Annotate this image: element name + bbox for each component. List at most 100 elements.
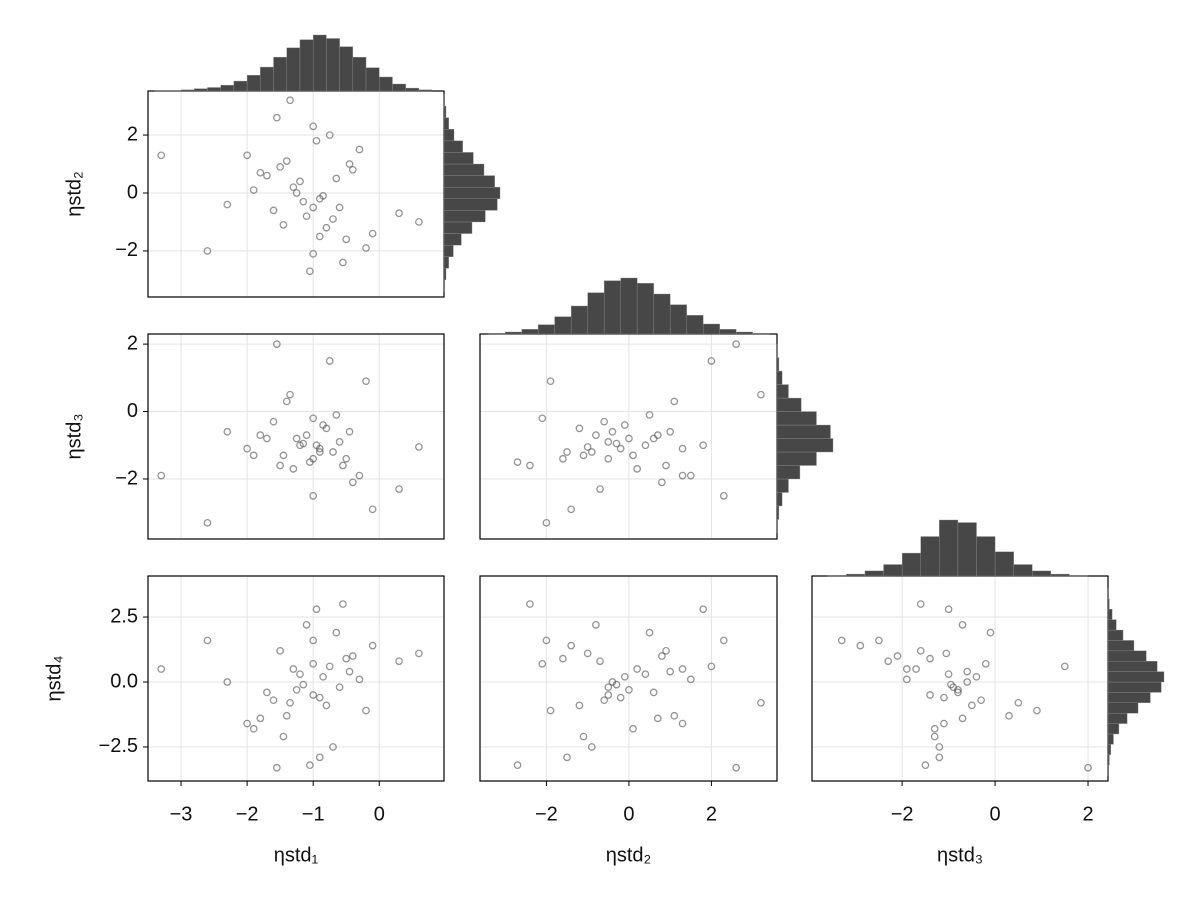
histogram-bar <box>443 94 445 107</box>
scatter-point <box>567 505 576 514</box>
histogram-bar <box>1107 744 1111 755</box>
scatter-point <box>368 505 377 514</box>
scatter-point <box>249 724 258 733</box>
scatter-point <box>342 235 351 244</box>
scatter-point <box>1060 662 1069 671</box>
scatter-point <box>958 714 967 723</box>
scatter-point <box>629 451 637 460</box>
histogram-bar <box>443 279 445 292</box>
histogram-bar <box>864 570 884 577</box>
histogram-bar <box>443 210 486 223</box>
scatter-point <box>309 659 318 668</box>
scatter-point <box>342 654 351 663</box>
scatter-point <box>263 171 271 180</box>
histogram-bar <box>776 357 780 372</box>
histogram-bar <box>339 46 354 92</box>
scatter-point <box>596 485 604 493</box>
scatter-point <box>625 685 633 694</box>
histogram-bar <box>1107 640 1135 652</box>
histogram-bar <box>488 333 506 335</box>
scatter-point <box>325 662 334 671</box>
histogram-bar <box>1107 764 1109 776</box>
scatter-point <box>538 414 547 423</box>
histogram-bar <box>326 38 340 92</box>
y-tick-label: −2.5 <box>99 735 138 757</box>
scatter-point <box>921 761 930 770</box>
scatter-point <box>658 652 666 660</box>
scatter-point <box>309 249 318 258</box>
scatter-point <box>309 636 318 645</box>
scatter-point <box>719 636 728 645</box>
scatter-point <box>292 189 301 197</box>
scatter-point <box>286 390 294 399</box>
histogram-bar <box>939 519 959 577</box>
x-tick-label: −2 <box>236 803 259 825</box>
scatter-point <box>272 340 281 348</box>
scatter-point <box>263 688 271 697</box>
scatter-point <box>670 711 679 720</box>
y-tick-label: 0.0 <box>110 670 138 692</box>
scatter-point <box>587 448 596 456</box>
histogram-bar <box>620 277 638 335</box>
histogram-bar <box>587 292 605 335</box>
scatter-point <box>678 444 687 453</box>
scatter-point <box>415 443 423 451</box>
scatter-point <box>203 247 212 255</box>
scatter-point <box>935 743 944 751</box>
scatter-point <box>596 657 604 666</box>
scatter-point <box>678 719 687 728</box>
scatter-point <box>625 434 633 443</box>
scatter-point <box>345 160 354 168</box>
x-axis-label: ηstd₂ <box>606 844 652 866</box>
histogram-bar <box>1013 564 1033 577</box>
scatter-point <box>963 667 972 676</box>
scatter-point <box>686 675 695 684</box>
scatter-point <box>666 427 675 436</box>
scatter-point <box>276 163 284 171</box>
scatter-point <box>348 165 357 174</box>
histogram-bar <box>352 56 367 92</box>
scatter-point <box>583 649 592 658</box>
scatter-point <box>579 451 588 460</box>
scatter-point <box>289 465 298 473</box>
histogram-bar <box>827 575 847 577</box>
scatter-point <box>620 672 629 681</box>
scatter-point <box>633 465 642 473</box>
histogram-bar <box>1107 723 1120 735</box>
scatter-point <box>604 683 613 692</box>
scatter-point <box>395 485 403 493</box>
histogram-bar <box>957 522 977 577</box>
histogram-bar <box>702 323 720 335</box>
scatter-point <box>306 267 314 276</box>
scatter-point <box>276 461 284 470</box>
scatter-point <box>583 443 592 451</box>
scatter-point <box>986 628 995 637</box>
scatter-point <box>732 763 741 772</box>
scatter-point <box>296 177 304 186</box>
histogram-bar <box>194 88 208 92</box>
x-axis-label: ηstd₁ <box>274 844 319 866</box>
histogram-bar <box>776 492 783 507</box>
scatter-point <box>592 620 600 629</box>
scatter-point <box>926 654 934 663</box>
scatter-point <box>315 753 324 762</box>
y-tick-label: 2.5 <box>110 605 138 627</box>
scatter-point <box>272 113 281 122</box>
histogram-bar <box>1107 588 1109 600</box>
histogram-bar <box>776 397 802 412</box>
histogram-bar <box>1107 661 1158 672</box>
scatter-point <box>884 657 893 666</box>
histogram-bar <box>1107 712 1128 724</box>
scatter-point <box>329 448 337 456</box>
scatter-point <box>302 212 311 221</box>
scatter-point <box>699 441 708 450</box>
scatter-point <box>563 753 571 762</box>
histogram-bar <box>776 438 834 453</box>
scatter-point <box>269 417 278 426</box>
scatter-point <box>335 203 344 212</box>
scatter-point <box>641 441 650 450</box>
histogram-bar <box>379 76 393 92</box>
panel-frame <box>147 90 445 298</box>
scatter-point <box>875 636 883 645</box>
